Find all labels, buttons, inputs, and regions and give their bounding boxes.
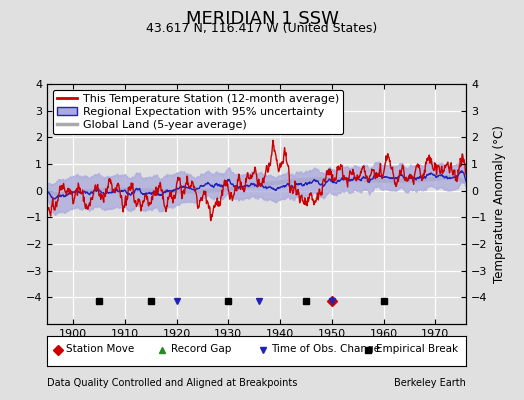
Y-axis label: Temperature Anomaly (°C): Temperature Anomaly (°C) <box>493 125 506 283</box>
Text: Record Gap: Record Gap <box>171 344 231 354</box>
Text: Time of Obs. Change: Time of Obs. Change <box>271 344 380 354</box>
Text: Berkeley Earth: Berkeley Earth <box>395 378 466 388</box>
Text: MERIDIAN 1 SSW: MERIDIAN 1 SSW <box>185 10 339 28</box>
Text: Data Quality Controlled and Aligned at Breakpoints: Data Quality Controlled and Aligned at B… <box>47 378 298 388</box>
Text: 43.617 N, 116.417 W (United States): 43.617 N, 116.417 W (United States) <box>146 22 378 35</box>
Text: Station Move: Station Move <box>66 344 134 354</box>
Legend: This Temperature Station (12-month average), Regional Expectation with 95% uncer: This Temperature Station (12-month avera… <box>53 90 343 134</box>
Text: Empirical Break: Empirical Break <box>376 344 458 354</box>
